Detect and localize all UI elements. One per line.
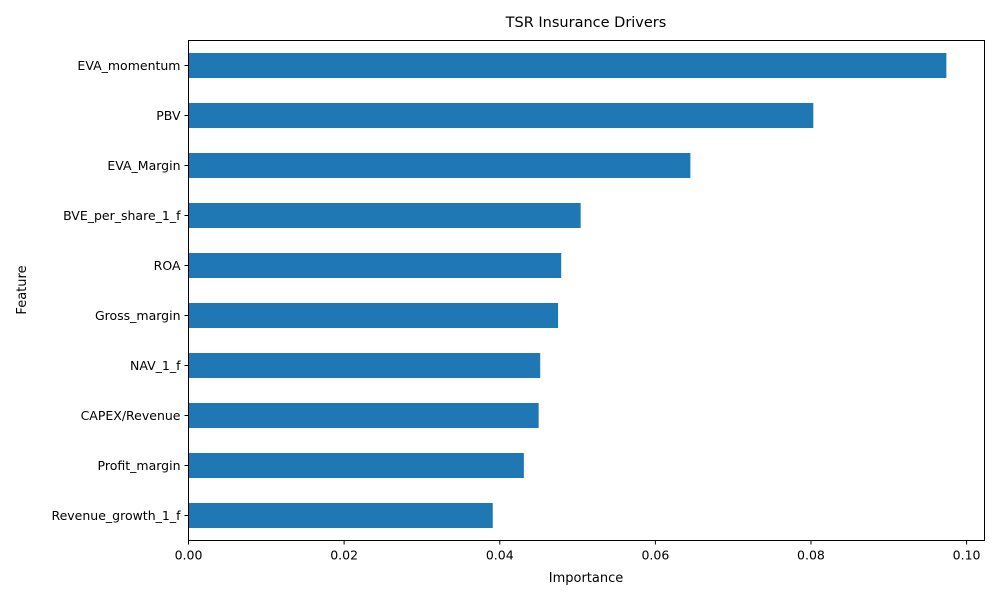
y-tick-label: NAV_1_f <box>130 358 181 373</box>
bar-bve-per-share-1-f <box>188 203 581 228</box>
y-tick-label: Revenue_growth_1_f <box>51 508 181 523</box>
bar-profit-margin <box>188 453 524 478</box>
bar-gross-margin <box>188 303 559 328</box>
plot-frame <box>188 40 985 541</box>
bar-revenue-growth-1-f <box>188 503 493 528</box>
y-tick-label: EVA_Margin <box>107 158 180 173</box>
y-tick-label: Profit_margin <box>98 458 181 473</box>
y-tick-label: BVE_per_share_1_f <box>63 208 181 223</box>
y-tick-label: ROA <box>154 258 181 273</box>
bars-group <box>188 53 947 528</box>
x-tick-label: 0.06 <box>641 548 669 563</box>
y-axis: EVA_momentum PBV EVA_Margin BVE_per_share_1… <box>51 58 189 523</box>
y-tick-label: PBV <box>156 108 181 123</box>
bar-pbv <box>188 103 814 128</box>
y-tick-label: Gross_margin <box>95 308 181 323</box>
x-tick-label: 0.08 <box>797 548 825 563</box>
x-axis: 0.00 0.02 0.04 0.06 0.08 0.10 <box>175 540 981 563</box>
x-tick-label: 0.04 <box>486 548 514 563</box>
x-tick-label: 0.00 <box>175 548 203 563</box>
bar-eva-momentum <box>188 53 947 78</box>
bar-capex-revenue <box>188 403 539 428</box>
bar-nav-1-f <box>188 353 541 378</box>
bar-eva-margin <box>188 153 691 178</box>
chart-title: TSR Insurance Drivers <box>505 15 667 31</box>
x-axis-label: Importance <box>549 571 624 586</box>
y-axis-label: Feature <box>15 265 30 314</box>
y-tick-label: CAPEX/Revenue <box>81 408 181 423</box>
bar-roa <box>188 253 562 278</box>
x-tick-label: 0.02 <box>330 548 358 563</box>
y-tick-label: EVA_momentum <box>77 58 180 73</box>
x-tick-label: 0.10 <box>953 548 981 563</box>
